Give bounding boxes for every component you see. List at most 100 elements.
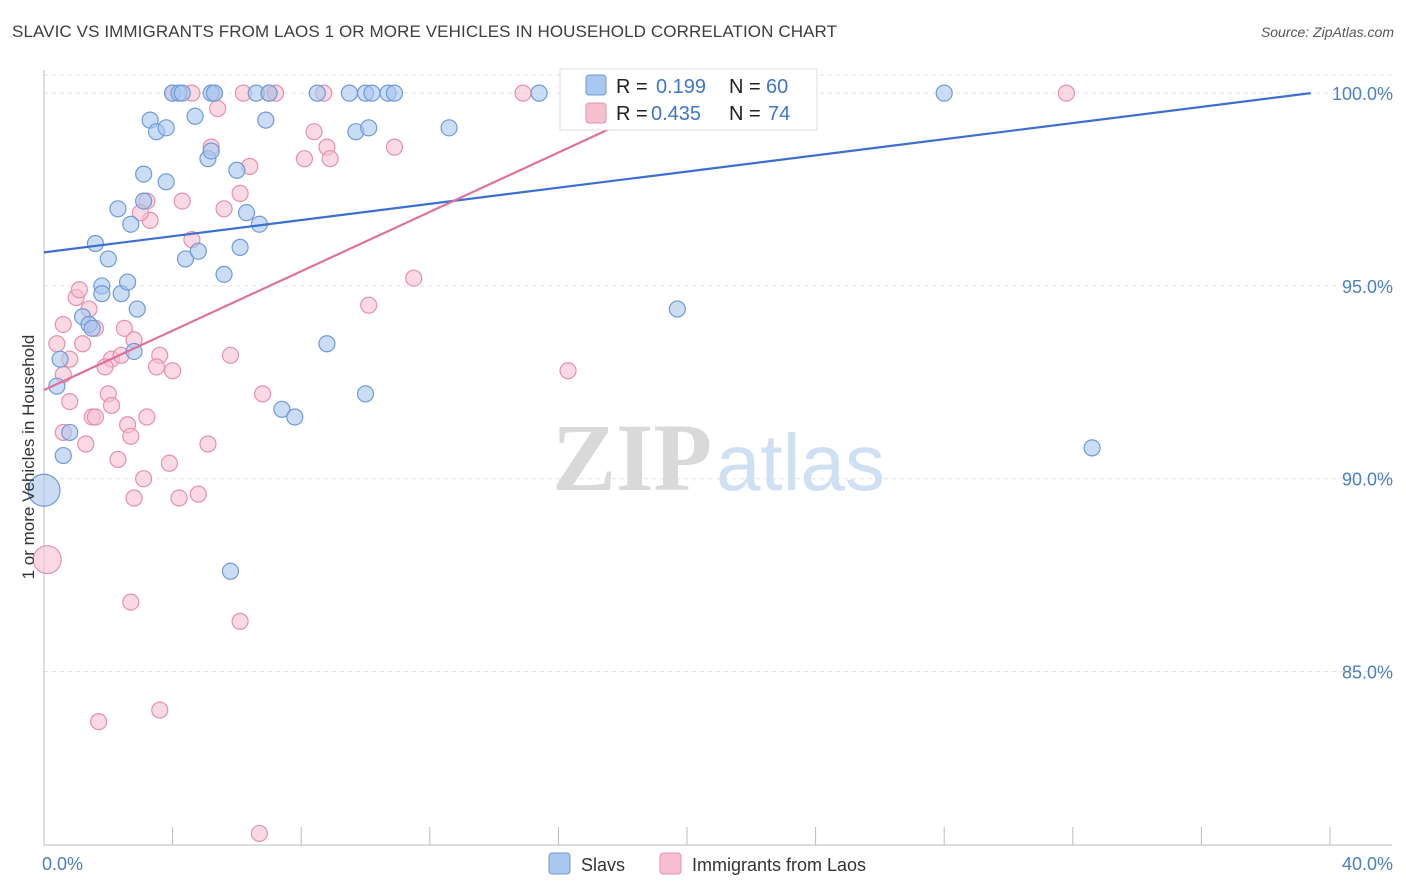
laos-point <box>514 84 532 102</box>
laos-point <box>160 454 178 472</box>
y-tick-label: 100.0% <box>1332 84 1393 104</box>
laos-point <box>86 408 105 426</box>
slavs-point <box>135 192 153 210</box>
slavs-point <box>363 84 381 102</box>
laos-point <box>77 435 95 453</box>
laos-point <box>54 315 72 334</box>
slavs-point <box>157 119 175 137</box>
y-tick-labels: 100.0% 95.0% 90.0% 85.0% <box>1332 84 1393 682</box>
slavs-point <box>360 119 378 137</box>
trend-lines <box>43 92 1311 392</box>
legend-laos-n-value: 74 <box>768 103 790 125</box>
slavs-trend-line <box>43 92 1311 254</box>
laos-point <box>199 435 217 453</box>
legend-laos-r-value: 0.435 <box>651 103 701 125</box>
laos-point <box>90 713 108 731</box>
y-tick-label: 95.0% <box>1342 277 1393 297</box>
slavs-point <box>356 385 375 403</box>
slavs-point <box>176 250 195 268</box>
slavs-point <box>286 408 304 426</box>
slavs-point <box>173 84 191 102</box>
laos-point <box>405 269 423 287</box>
laos-point <box>125 489 143 507</box>
laos-point <box>173 192 191 210</box>
slavs-point <box>93 285 111 303</box>
legend-bottom-laos-swatch <box>659 852 682 875</box>
y-tick-label: 90.0% <box>1342 470 1393 490</box>
laos-point <box>170 489 188 507</box>
slavs-point <box>1083 439 1101 457</box>
slavs-point <box>257 111 275 129</box>
y-tick-label: 85.0% <box>1342 662 1393 682</box>
laos-point <box>109 450 127 469</box>
legend-slavs-r-value: 0.199 <box>656 76 706 98</box>
slavs-point <box>318 335 336 353</box>
slavs-point <box>221 562 240 580</box>
laos-point <box>559 362 577 380</box>
series-slavs-points <box>27 84 1101 580</box>
laos-point <box>385 138 404 156</box>
watermark: ZIP atlas <box>552 404 885 511</box>
laos-point <box>221 346 240 364</box>
laos-point <box>215 200 233 218</box>
laos-point <box>32 545 62 575</box>
slavs-point <box>186 107 204 125</box>
laos-point <box>209 99 227 118</box>
axes <box>43 70 1392 846</box>
slavs-point <box>668 300 686 318</box>
laos-point <box>147 358 166 376</box>
legend-bottom-laos-label: Immigrants from Laos <box>692 855 866 875</box>
laos-point <box>250 824 269 843</box>
laos-point <box>48 335 66 353</box>
slavs-point <box>260 84 278 102</box>
slavs-point <box>122 215 140 233</box>
laos-point <box>122 593 140 611</box>
slavs-point <box>935 84 953 102</box>
laos-point <box>135 470 153 488</box>
laos-point <box>1057 84 1075 102</box>
legend-bottom-slavs-swatch <box>548 852 571 875</box>
laos-point <box>231 184 249 202</box>
slavs-point <box>308 84 326 102</box>
slavs-point <box>51 350 69 368</box>
slavs-point <box>440 119 458 137</box>
legend-bottom-slavs-label: Slavs <box>581 855 625 875</box>
laos-point <box>115 319 133 337</box>
laos-point <box>73 335 92 353</box>
slavs-point <box>215 265 233 283</box>
slavs-point <box>231 238 249 256</box>
laos-point <box>321 150 339 168</box>
slavs-point <box>189 242 207 260</box>
slavs-point <box>273 400 291 418</box>
laos-point <box>305 123 323 141</box>
slavs-point <box>83 319 101 337</box>
legend-laos-n-label: N = <box>729 103 761 125</box>
slavs-point <box>99 250 117 268</box>
laos-point <box>231 612 249 630</box>
legend-slavs-swatch <box>585 74 607 96</box>
laos-point <box>151 701 169 719</box>
laos-point <box>122 427 140 445</box>
legend-stats: R = 0.199 N = 60 R = 0.435 N = 74 <box>559 68 818 131</box>
laos-point <box>61 392 79 411</box>
laos-point <box>70 281 88 299</box>
slavs-point <box>118 273 137 291</box>
watermark-atlas: atlas <box>716 418 885 507</box>
slavs-point <box>61 423 79 442</box>
slavs-point <box>54 446 72 465</box>
laos-trend-line <box>43 92 688 392</box>
laos-point <box>189 485 207 503</box>
x-tick-label: 40.0% <box>1342 854 1393 874</box>
legend-series: Slavs Immigrants from Laos <box>548 852 866 875</box>
slavs-point <box>128 300 146 318</box>
legend-laos-r-label: R = <box>616 103 648 125</box>
watermark-zip: ZIP <box>552 404 712 511</box>
slavs-point <box>530 84 548 102</box>
legend-slavs-n-label: N = <box>729 76 761 98</box>
slavs-point <box>27 473 61 507</box>
slavs-point <box>157 173 175 191</box>
slavs-point <box>86 234 105 253</box>
slavs-point <box>205 84 223 102</box>
laos-point <box>360 296 378 314</box>
